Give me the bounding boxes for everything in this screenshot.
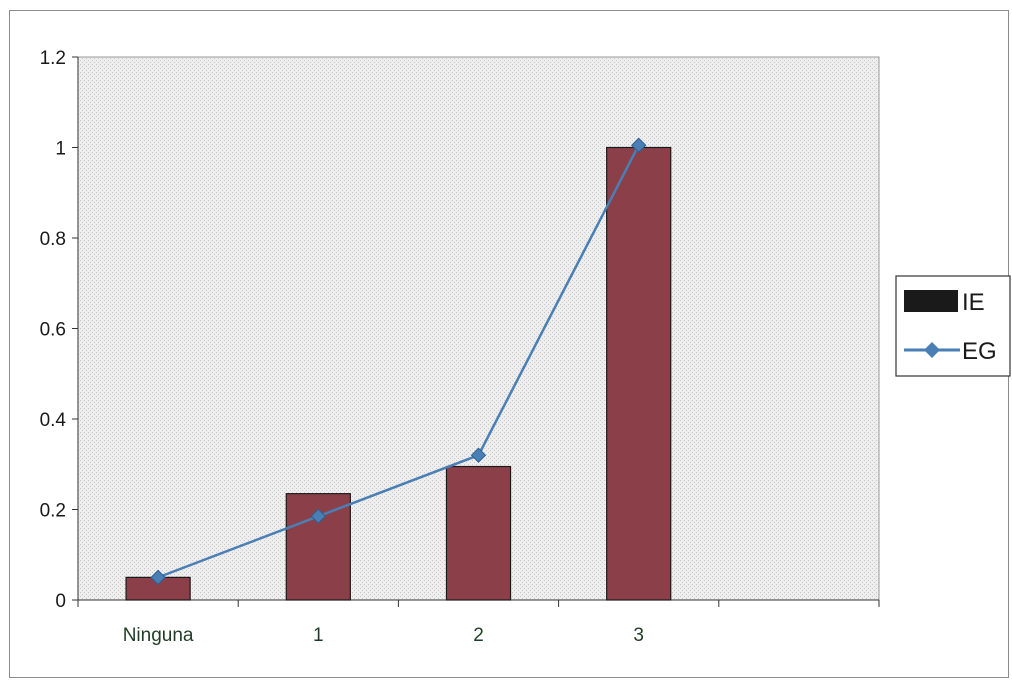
line-marker	[470, 447, 487, 463]
legend-marker-eg	[924, 342, 940, 358]
line-series	[150, 137, 647, 586]
legend-swatch-ie	[904, 290, 958, 312]
legend-label-ie: IE	[962, 289, 985, 316]
bar-ie	[285, 493, 351, 601]
line-eg	[157, 144, 640, 579]
legend-label-eg: EG	[962, 338, 997, 365]
x-tick-label: Ninguna	[123, 625, 194, 646]
y-tick-label: 1	[55, 139, 66, 160]
y-tick-label: 1.2	[40, 48, 66, 69]
x-axis: Ninguna 1 2 3	[77, 599, 880, 646]
x-tick-label: 2	[473, 625, 484, 646]
y-tick-label: 0.8	[40, 229, 66, 250]
bar-ie	[445, 465, 512, 601]
bar-series	[125, 146, 672, 601]
line-marker	[150, 569, 166, 586]
y-tick-label: 0.6	[40, 320, 66, 341]
y-tick-label: 0.4	[40, 410, 67, 431]
y-axis: 0 0.2 0.4 0.6 0.8 1 1.2	[40, 48, 79, 612]
x-tick-label: 3	[633, 625, 644, 646]
y-tick-label: 0.2	[40, 501, 66, 522]
x-tick-label: 1	[313, 625, 324, 646]
bar-ie	[606, 146, 672, 601]
line-marker	[310, 508, 327, 524]
line-marker	[630, 137, 647, 153]
legend: IE EG	[895, 275, 1011, 377]
y-tick-label: 0	[55, 591, 66, 612]
